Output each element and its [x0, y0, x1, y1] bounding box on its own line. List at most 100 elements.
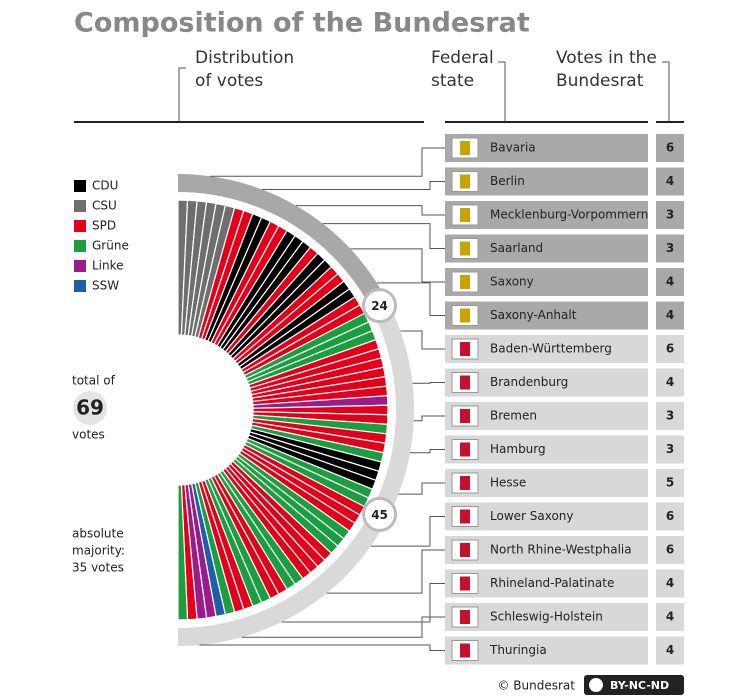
state-row — [445, 134, 648, 162]
connector — [326, 549, 445, 594]
connector — [376, 282, 445, 316]
outer-band — [178, 301, 415, 646]
header: Votes in the — [556, 48, 657, 68]
marker-label: 45 — [371, 508, 388, 522]
state-name: Schleswig-Holstein — [490, 610, 603, 624]
vote-box — [656, 469, 684, 497]
state-votes: 4 — [666, 174, 674, 188]
state-row — [445, 603, 648, 631]
state-row — [445, 569, 648, 598]
license-badge — [584, 675, 684, 695]
majority: 35 votes — [72, 561, 124, 575]
connector — [410, 449, 445, 454]
total-value: 69 — [76, 396, 104, 420]
vote-segment — [177, 484, 189, 621]
majority: absolute — [72, 527, 124, 541]
coat-of-arms-mark — [460, 208, 470, 222]
state-votes: 4 — [666, 610, 674, 624]
legend-label: CSU — [92, 199, 117, 213]
header: of votes — [195, 71, 263, 91]
state-name: Bavaria — [490, 141, 536, 155]
state-name: Hamburg — [490, 442, 546, 456]
state-votes: 3 — [666, 208, 674, 222]
coat-of-arms-mark — [460, 543, 470, 557]
state-name: Lower Saxony — [490, 509, 574, 523]
connector — [281, 583, 445, 623]
state-votes: 6 — [666, 342, 674, 356]
state-row — [445, 301, 648, 330]
state-votes: 6 — [666, 141, 674, 155]
total-unit: votes — [72, 428, 105, 442]
state-votes: 3 — [666, 442, 674, 456]
legend-label: SPD — [92, 219, 116, 233]
vote-box — [656, 134, 684, 162]
connector — [296, 205, 445, 216]
state-row — [445, 502, 648, 531]
legend-swatch — [74, 200, 86, 212]
credit: © Bundesrat — [497, 679, 575, 693]
state-row — [445, 536, 648, 564]
vote-box — [656, 301, 684, 330]
coat-of-arms-mark — [460, 576, 470, 591]
coat-of-arms-mark — [460, 275, 470, 289]
legend-swatch — [74, 280, 86, 292]
state-row — [445, 636, 648, 665]
vote-box — [656, 603, 684, 631]
state-name: Saxony — [490, 275, 534, 289]
connector — [262, 181, 445, 190]
vote-box — [656, 636, 684, 665]
state-row — [445, 234, 648, 263]
vote-box — [656, 536, 684, 564]
coat-of-arms-mark — [460, 141, 470, 155]
state-name: Saarland — [490, 241, 543, 255]
state-row — [445, 335, 648, 363]
state-row — [445, 368, 648, 397]
vote-box — [656, 234, 684, 263]
vote-box — [656, 201, 684, 229]
connector — [199, 644, 445, 651]
vote-box — [656, 502, 684, 531]
connector — [350, 248, 445, 283]
legend-swatch — [74, 180, 86, 192]
state-name: Brandenburg — [490, 375, 568, 389]
cc-icon — [589, 678, 603, 692]
legend-swatch — [74, 240, 86, 252]
state-name: North Rhine-Westphalia — [490, 543, 632, 557]
vote-box — [656, 268, 684, 296]
state-name: Thuringia — [489, 643, 547, 657]
marker-badge — [362, 496, 398, 532]
vote-box — [656, 167, 684, 196]
state-name: Saxony-Anhalt — [490, 308, 577, 322]
state-row — [445, 402, 648, 430]
vote-box — [656, 335, 684, 363]
state-name: Rhineland-Palatinate — [490, 576, 614, 590]
header: state — [431, 71, 474, 91]
coat-of-arms-mark — [460, 509, 470, 524]
state-row — [445, 469, 648, 497]
vote-box — [656, 569, 684, 598]
state-votes: 6 — [666, 543, 674, 557]
legend-label: SSW — [92, 279, 119, 293]
state-votes: 4 — [666, 375, 674, 389]
title: Composition of the Bundesrat — [74, 8, 530, 39]
connector — [398, 482, 445, 495]
state-name: Bremen — [490, 409, 537, 423]
license: BY-NC-ND — [610, 679, 669, 692]
coat-of-arms-mark — [460, 643, 470, 658]
state-votes: 4 — [666, 308, 674, 322]
marker-badge — [362, 288, 398, 324]
coat-of-arms-mark — [460, 174, 470, 189]
header: Federal — [431, 48, 494, 68]
state-votes: 4 — [666, 643, 674, 657]
header: Distribution — [195, 48, 294, 68]
connector — [400, 330, 445, 350]
state-votes: 4 — [666, 275, 674, 289]
header-bracket — [178, 61, 670, 122]
coat-of-arms-mark — [460, 409, 470, 423]
state-name: Berlin — [490, 174, 525, 188]
state-votes: 6 — [666, 509, 674, 523]
state-name: Baden-Württemberg — [490, 342, 612, 356]
state-name: Hesse — [490, 476, 526, 490]
connector — [210, 147, 445, 177]
